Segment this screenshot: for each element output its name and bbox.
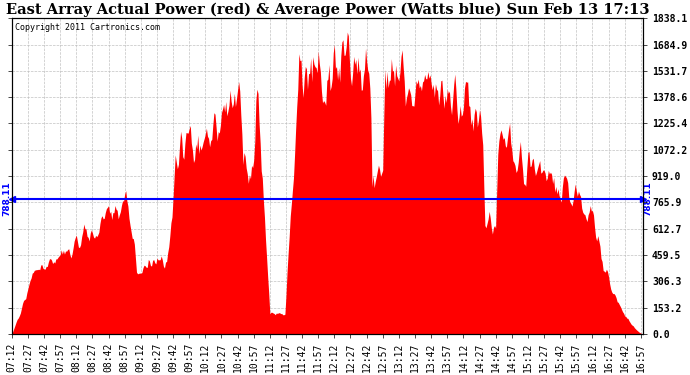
Text: 788.11: 788.11 [3, 181, 12, 216]
Text: Copyright 2011 Cartronics.com: Copyright 2011 Cartronics.com [15, 23, 160, 32]
Title: East Array Actual Power (red) & Average Power (Watts blue) Sun Feb 13 17:13: East Array Actual Power (red) & Average … [6, 3, 649, 17]
Text: 788.11: 788.11 [643, 181, 652, 216]
